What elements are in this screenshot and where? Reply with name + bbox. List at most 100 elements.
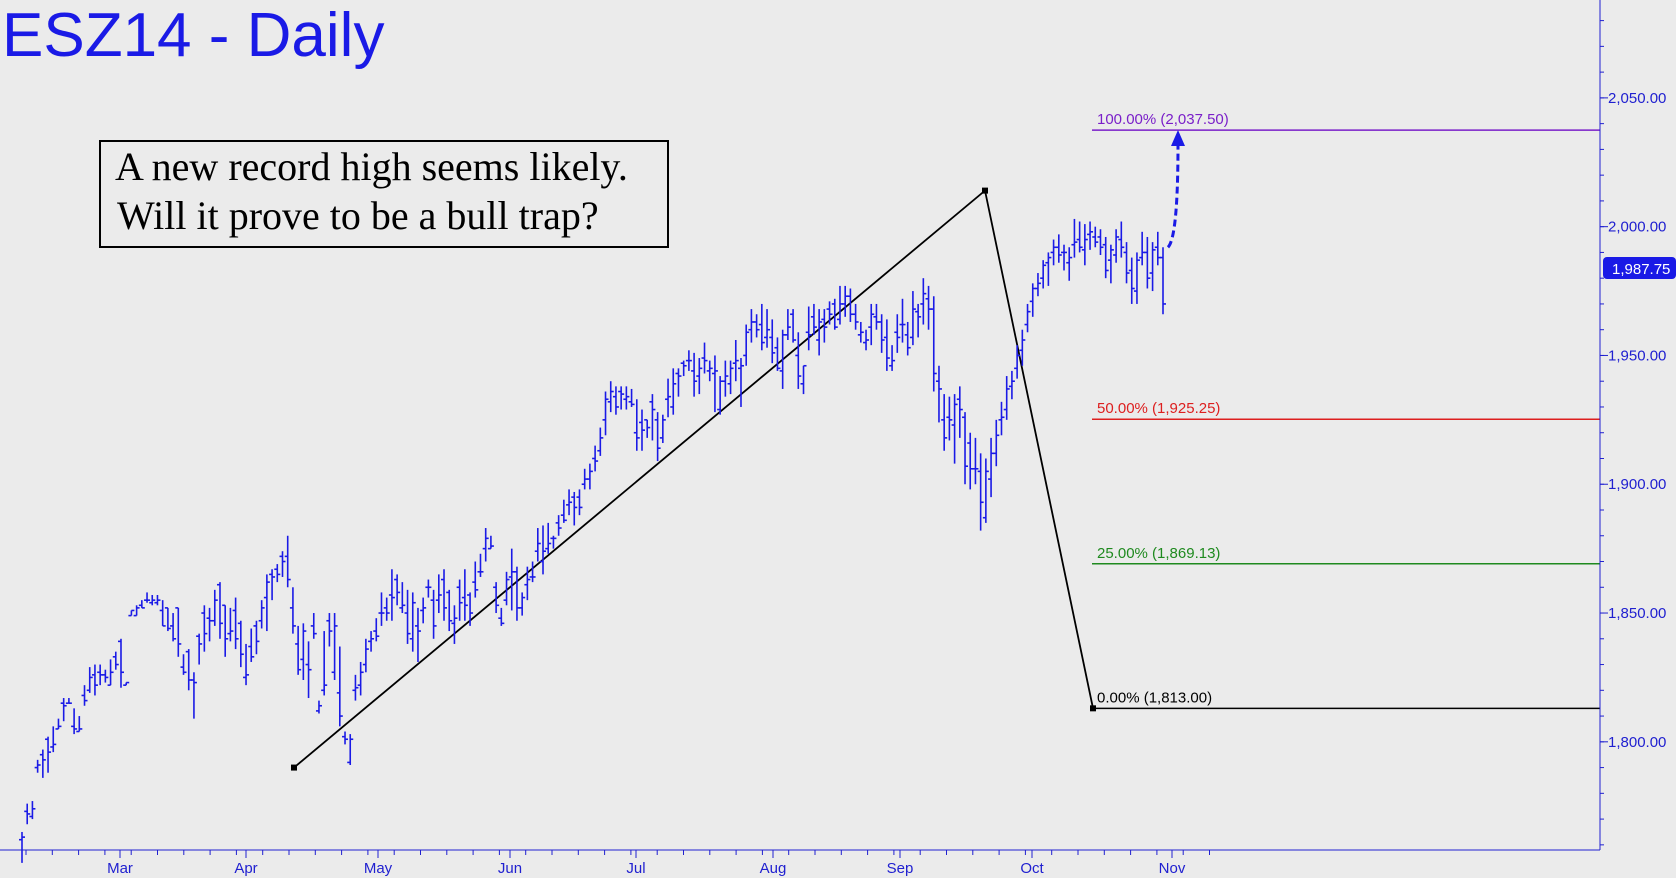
price-bar [263, 574, 270, 632]
price-bar [670, 368, 677, 415]
price-bar [857, 321, 864, 343]
price-bar [883, 319, 890, 371]
price-bar [107, 659, 114, 686]
x-tick-label-7: Oct [1020, 860, 1044, 877]
price-bar [998, 401, 1005, 436]
swing-lines [291, 187, 1096, 771]
price-bar [831, 298, 838, 330]
price-bar [555, 515, 562, 536]
chart-title: ESZ14 - Daily [2, 1, 384, 70]
price-bar [164, 607, 171, 632]
price-bar [711, 355, 718, 413]
price-bar [211, 589, 218, 626]
price-bar [691, 352, 698, 397]
price-bar [612, 386, 619, 415]
y-tick-label-5: 2,050.00 [1608, 90, 1666, 107]
price-bar [920, 278, 927, 325]
fib-label-3: 0.00% (1,813.00) [1097, 689, 1212, 706]
price-bar [352, 674, 359, 701]
price-bar [279, 551, 286, 577]
price-bar [1034, 273, 1041, 297]
price-bar [409, 592, 416, 652]
x-tick-label-5: Aug [760, 860, 787, 877]
price-bar [451, 605, 458, 644]
price-bar [935, 365, 942, 423]
price-bar [284, 535, 291, 588]
price-bar [946, 396, 953, 441]
price-bar [29, 801, 36, 820]
price-bar [550, 535, 557, 549]
price-bar [982, 458, 989, 523]
price-bar [816, 309, 823, 356]
price-bar [1019, 329, 1026, 366]
annotation-box: A new record high seems likely. Will it … [99, 140, 669, 248]
price-bar [894, 314, 901, 353]
price-bar [519, 592, 526, 616]
price-bar [1097, 229, 1104, 255]
price-bar [128, 609, 135, 617]
price-bar [696, 358, 703, 395]
price-bar [222, 604, 229, 657]
price-bar [289, 587, 296, 634]
price-bar [326, 613, 333, 647]
price-bar [24, 803, 31, 825]
price-bar [420, 597, 427, 624]
price-bar [117, 638, 124, 688]
price-bar [81, 685, 88, 706]
price-bar [1024, 303, 1031, 333]
price-bar [638, 409, 645, 451]
price-bar [154, 595, 161, 606]
y-axis-ticks: 1,800.00 1,850.00 1,900.00 1,950.00 2,000.00… [1600, 20, 1666, 846]
price-bar [737, 358, 744, 407]
price-bar [889, 345, 896, 371]
price-bar [769, 319, 776, 364]
price-bar [899, 298, 906, 343]
price-bar [904, 321, 911, 356]
axes [0, 0, 1601, 851]
price-bar [342, 731, 349, 745]
x-axis-ticks: Mar Apr May Jun Jul Aug Sep Oct Nov [25, 850, 1210, 877]
price-bar [774, 337, 781, 371]
price-bar [300, 623, 307, 680]
x-tick-label-6: Sep [887, 860, 914, 877]
price-bar [133, 605, 140, 617]
swing-point-2 [1090, 705, 1096, 712]
price-bar [180, 654, 187, 675]
price-bar [826, 301, 833, 325]
price-bar [237, 620, 244, 668]
price-bar [727, 360, 734, 395]
price-bar [795, 332, 802, 389]
x-tick-label-3: Jun [498, 860, 522, 877]
price-bar [331, 613, 338, 680]
price-bar [315, 700, 322, 714]
price-bars [19, 218, 1166, 863]
price-bar [576, 489, 583, 516]
price-bar [248, 628, 255, 662]
price-bar [503, 571, 510, 606]
price-bar [977, 453, 984, 531]
price-bar [1014, 345, 1021, 379]
last-price-label: 1,987.75 [1612, 261, 1670, 278]
y-tick-label-4: 2,000.00 [1608, 219, 1666, 236]
price-bar [493, 582, 500, 614]
price-bar [764, 309, 771, 348]
price-bar [649, 394, 656, 441]
price-bar [1076, 221, 1083, 253]
fibonacci-levels: 100.00% (2,037.50) 50.00% (1,925.25) 25.00… [1092, 111, 1600, 710]
price-bar [597, 427, 604, 456]
price-bar [607, 381, 614, 413]
price-bar [1061, 244, 1068, 271]
price-bar [1008, 370, 1015, 400]
price-bar [758, 303, 765, 351]
price-bar [39, 749, 46, 778]
projection-line [1166, 143, 1180, 249]
x-tick-label-1: Apr [234, 860, 257, 877]
price-bar [665, 378, 672, 418]
x-tick-label-8: Nov [1159, 860, 1186, 877]
price-bar [1066, 247, 1073, 281]
price-bar [821, 309, 828, 343]
fib-label-2: 25.00% (1,869.13) [1097, 545, 1220, 562]
price-bar [805, 306, 812, 351]
price-bar [633, 399, 640, 451]
